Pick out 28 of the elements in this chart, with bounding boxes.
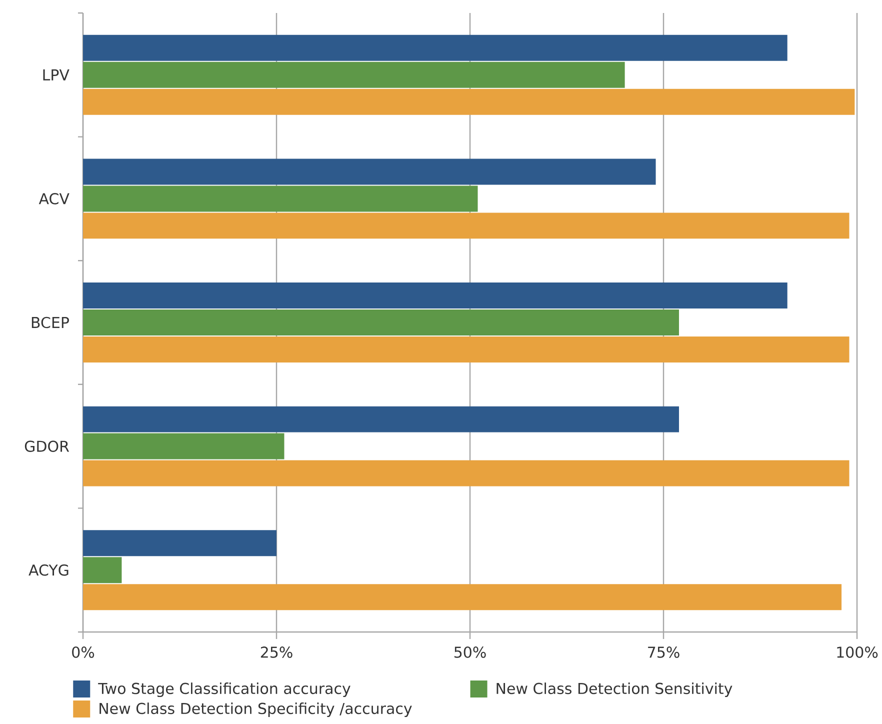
bar	[83, 186, 478, 212]
y-tick-label: BCEP	[32, 316, 69, 328]
bar	[83, 88, 855, 115]
x-tick-label: 0%	[72, 646, 94, 658]
x-tick-label: 50%	[454, 646, 486, 658]
bar	[83, 433, 284, 460]
y-tick-label: ACYG	[28, 564, 68, 576]
legend-label: New Class Detection Sensitivity	[496, 682, 732, 698]
bar	[83, 530, 277, 556]
x-tick-label: 75%	[648, 646, 680, 658]
x-tick-label: 100%	[837, 646, 878, 658]
x-tick-label: 25%	[260, 646, 292, 658]
bar	[83, 158, 656, 185]
bar	[83, 212, 850, 239]
bar	[83, 336, 850, 362]
bar	[83, 584, 842, 610]
bar	[83, 282, 788, 309]
legend-label: New Class Detection Specificity /accuracy	[100, 702, 412, 718]
legend-label: Two Stage Classification accuracy	[98, 682, 350, 698]
bar	[83, 406, 679, 432]
y-tick-label: ACV	[38, 193, 70, 204]
bar	[83, 460, 850, 486]
bar	[83, 34, 788, 61]
bar	[83, 557, 122, 584]
y-tick-label: GDOR	[24, 440, 70, 452]
bar	[83, 62, 625, 88]
y-tick-label: LPV	[43, 69, 70, 80]
bar	[83, 310, 679, 336]
